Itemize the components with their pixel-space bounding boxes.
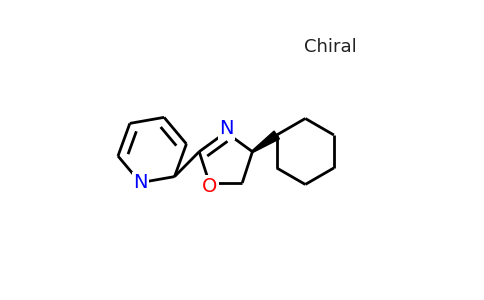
Polygon shape — [252, 131, 279, 152]
Text: N: N — [133, 173, 148, 192]
Text: Chiral: Chiral — [304, 38, 357, 56]
Text: O: O — [202, 177, 217, 196]
Text: N: N — [219, 119, 234, 138]
